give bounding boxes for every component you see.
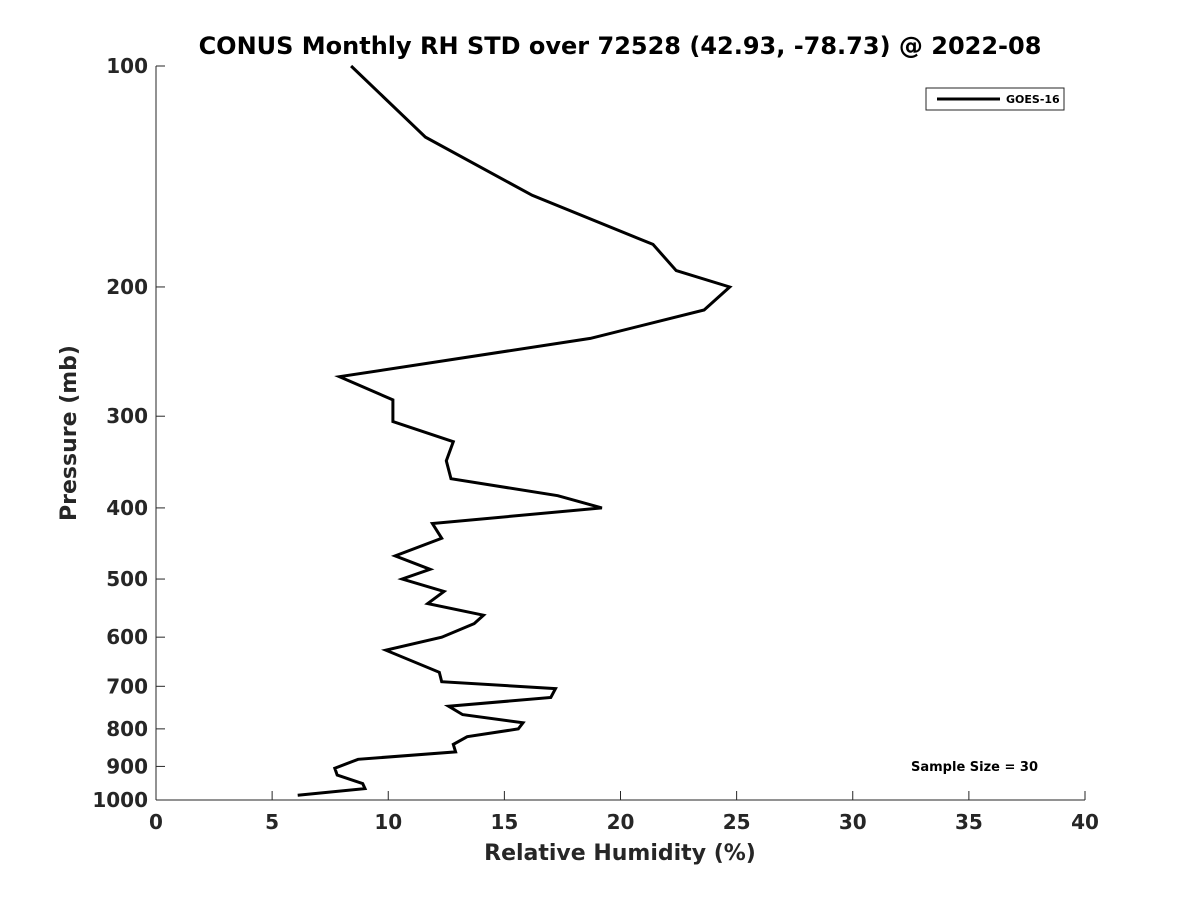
y-axis-ticks: 100 200 300 400 500 600 700 800 900 1000	[92, 54, 165, 812]
y-tick-label: 200	[106, 275, 148, 299]
series-layer	[297, 64, 733, 797]
y-tick-label: 900	[106, 754, 148, 778]
x-tick-label: 15	[490, 810, 518, 834]
x-tick-label: 25	[723, 810, 751, 834]
y-tick-label: 500	[106, 567, 148, 591]
y-tick-label: 800	[106, 717, 148, 741]
x-axis-label: Relative Humidity (%)	[484, 841, 756, 866]
legend-label: GOES-16	[1006, 93, 1060, 106]
chart-title: CONUS Monthly RH STD over 72528 (42.93, …	[199, 32, 1042, 60]
y-tick-label: 100	[106, 54, 148, 78]
x-tick-label: 5	[265, 810, 279, 834]
y-tick-label: 400	[106, 496, 148, 520]
x-tick-label: 0	[149, 810, 163, 834]
y-tick-label: 700	[106, 674, 148, 698]
x-tick-label: 10	[374, 810, 402, 834]
x-tick-label: 30	[839, 810, 867, 834]
x-tick-label: 35	[955, 810, 983, 834]
x-tick-label: 40	[1071, 810, 1099, 834]
sample-size-annotation: Sample Size = 30	[911, 760, 1038, 775]
plot-area: 0 5 10 15 20 25 30 35 40 100 200 300 400 500 600 700 80…	[92, 54, 1099, 834]
x-axis-ticks: 0 5 10 15 20 25 30 35 40	[149, 791, 1099, 834]
y-tick-label: 300	[106, 404, 148, 428]
x-tick-label: 20	[607, 810, 635, 834]
series-line	[297, 64, 733, 797]
legend: GOES-16	[925, 87, 1065, 111]
y-axis-label: Pressure (mb)	[57, 345, 82, 521]
y-tick-label: 600	[106, 625, 148, 649]
y-tick-label: 1000	[92, 788, 148, 812]
